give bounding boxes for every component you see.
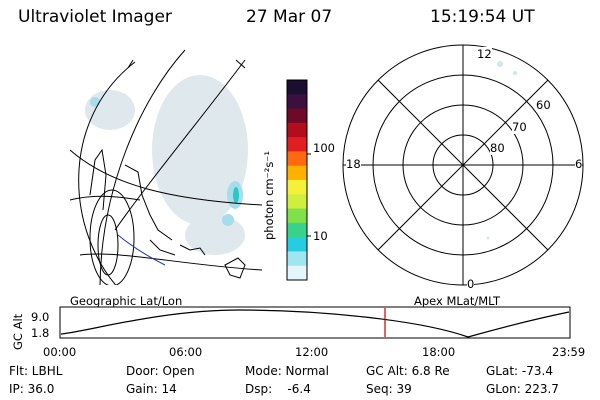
image-time: 15:19:54 UT — [430, 7, 535, 27]
timeline-axis-label: GC Alt — [11, 313, 25, 350]
timeline-xtick: 18:00 — [422, 345, 456, 359]
colorbar-segment — [287, 194, 307, 210]
mlat-label-60: 60 — [536, 98, 551, 112]
timeline-xtick: 23:59 — [552, 345, 586, 359]
seq-info: Seq: 39 — [366, 382, 412, 396]
mlt-label-6: 6 — [575, 157, 583, 171]
latlon-grid — [69, 49, 263, 285]
map-caption: Geographic Lat/Lon — [70, 294, 183, 308]
app-title: Ultraviolet Imager — [18, 7, 172, 27]
colorbar-segment — [287, 237, 307, 252]
colorbar-segment — [287, 265, 307, 281]
colorbar-segment — [287, 137, 307, 152]
glat-info: GLat: -73.4 — [486, 364, 553, 378]
polar-caption: Apex MLat/MLT — [414, 294, 501, 308]
colorbar-tick-label: 10 — [313, 229, 328, 243]
colorbar-segment — [287, 208, 307, 224]
colorbar-segment — [287, 222, 307, 238]
mlt-label-18: 18 — [346, 157, 361, 171]
colorbar-segment — [287, 80, 307, 95]
timeline-ytick: 9.0 — [31, 310, 50, 324]
filter-info: Flt: LBHL — [9, 364, 63, 378]
gain-info: Gain: 14 — [126, 382, 177, 396]
ip-info: IP: 36.0 — [9, 382, 55, 396]
colorbar-segment — [287, 122, 307, 138]
colorbar-segment — [287, 180, 307, 195]
colorbar-segment — [287, 108, 307, 124]
timeline-ytick: 1.8 — [31, 326, 50, 340]
timeline-xtick: 06:00 — [169, 345, 203, 359]
colorbar-segment — [287, 151, 307, 167]
colorbar-segment — [287, 94, 307, 110]
colorbar-border — [286, 79, 308, 281]
colorbar-segment — [287, 165, 307, 181]
dsp-info: Dsp: -6.4 — [245, 382, 311, 396]
mlt-label-0: 0 — [467, 277, 475, 291]
mlat-label-80: 80 — [490, 141, 505, 155]
colorbar-tick-label: 100 — [313, 141, 335, 155]
colorbar-segment — [287, 251, 307, 267]
mlat-label-70: 70 — [512, 120, 527, 134]
gc-alt-info: GC Alt: 6.8 Re — [366, 364, 450, 378]
timeline-xtick: 00:00 — [43, 345, 77, 359]
glon-info: GLon: 223.7 — [486, 382, 559, 396]
door-info: Door: Open — [126, 364, 195, 378]
image-date: 27 Mar 07 — [246, 7, 333, 27]
mlt-label-12: 12 — [477, 47, 492, 61]
mode-info: Mode: Normal — [245, 364, 329, 378]
timeline-xtick: 12:00 — [295, 345, 329, 359]
